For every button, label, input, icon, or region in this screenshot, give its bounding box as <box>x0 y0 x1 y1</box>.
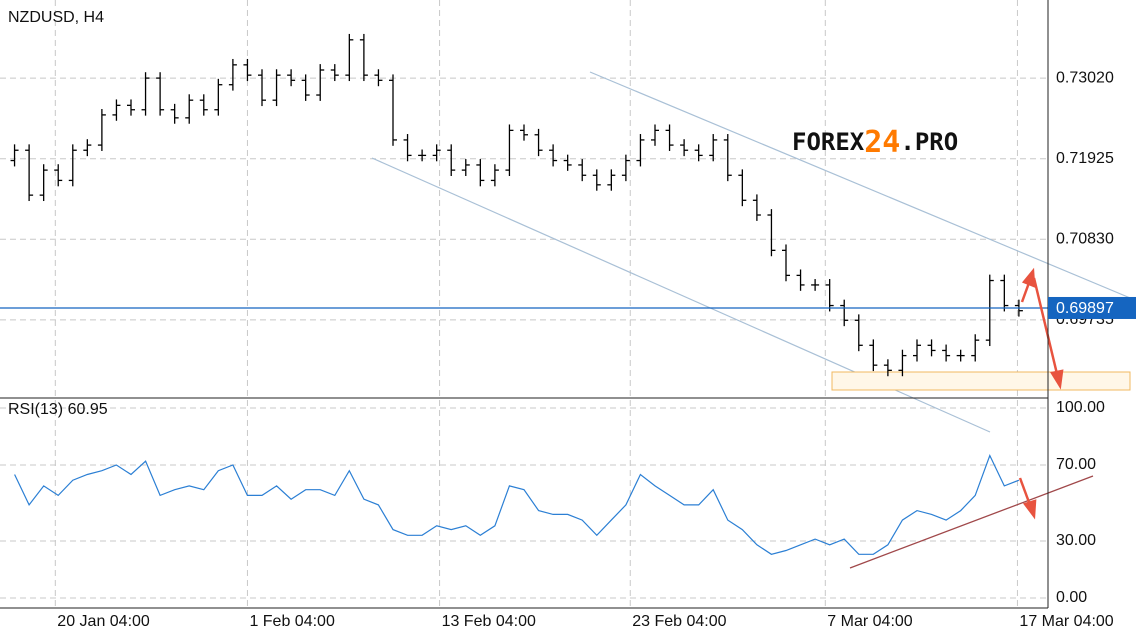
rsi-line <box>14 453 1020 555</box>
x-tick-label: 1 Feb 04:00 <box>249 613 335 630</box>
watermark-part: .PRO <box>900 128 958 156</box>
y-tick-label: 100.00 <box>1056 399 1105 416</box>
y-tick-label: 0.71925 <box>1056 150 1114 167</box>
marks-layer <box>0 33 1048 555</box>
watermark-part: FOREX <box>792 128 865 156</box>
indicator-title: RSI(13) 60.95 <box>8 401 108 418</box>
x-tick-label: 20 Jan 04:00 <box>57 613 150 630</box>
watermark-part: 24 <box>864 125 900 160</box>
y-tick-label: 0.00 <box>1056 589 1087 606</box>
y-tick-label: 0.70830 <box>1056 231 1114 248</box>
grid-layer <box>0 0 1048 608</box>
x-tick-label: 17 Mar 04:00 <box>1019 613 1113 630</box>
y-tick-label: 30.00 <box>1056 532 1096 549</box>
y-tick-label: 70.00 <box>1056 456 1096 473</box>
chart-title: NZDUSD, H4 <box>8 9 104 26</box>
x-tick-label: 7 Mar 04:00 <box>827 613 912 630</box>
arrow-down <box>1032 277 1059 375</box>
x-tick-label: 13 Feb 04:00 <box>442 613 536 630</box>
last-price-box <box>1048 296 1136 319</box>
arrow-head <box>1022 499 1037 520</box>
rsi-trendline <box>849 475 1094 569</box>
x-tick-label: 23 Feb 04:00 <box>632 613 726 630</box>
watermark: FOREX24.PRO <box>792 125 958 160</box>
y-tick-label: 0.73020 <box>1056 69 1114 86</box>
arrow-head <box>1049 369 1064 390</box>
last-price-label: 0.69897 <box>1056 300 1114 317</box>
arrows <box>1018 267 1064 520</box>
labels-layer: 20 Jan 04:00 1 Feb 04:00 13 Feb 04:00 23 Fe… <box>57 69 1136 630</box>
arrow-down <box>1018 477 1032 506</box>
support-zone <box>831 371 1131 391</box>
channel-upper <box>589 71 1136 301</box>
